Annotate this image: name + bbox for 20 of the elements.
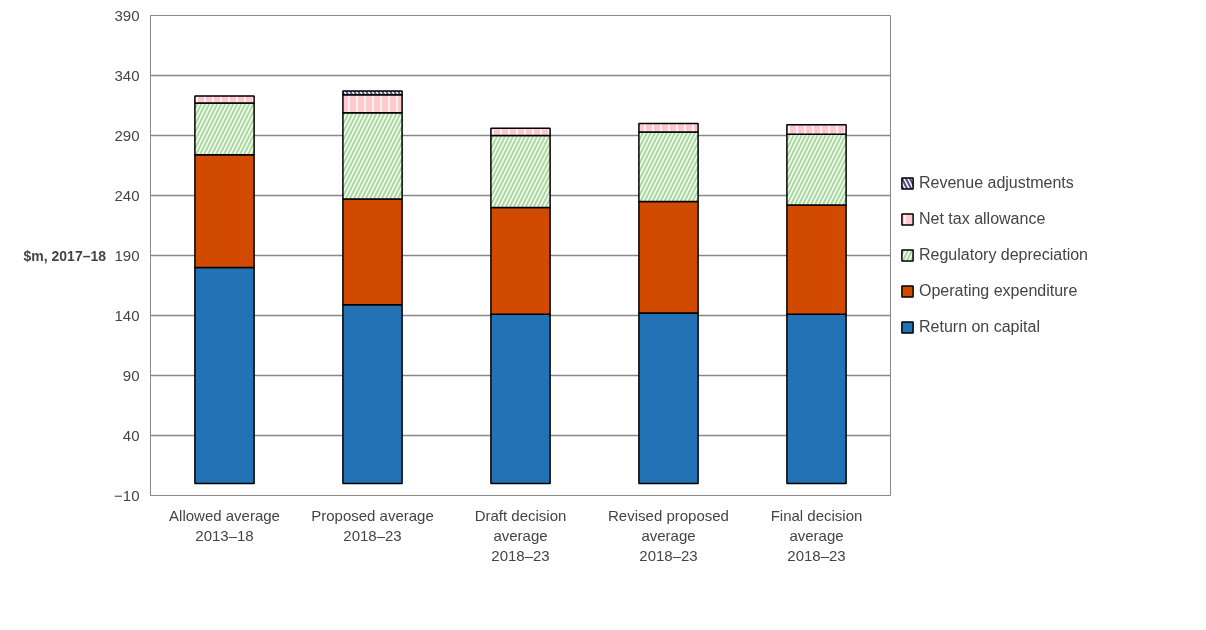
y-tick-label: 140: [114, 306, 140, 324]
y-tick-label: 290: [114, 126, 140, 144]
y-tick-label: 90: [122, 366, 140, 384]
y-tick-label: 240: [114, 186, 140, 204]
y-tick-label: 40: [122, 426, 140, 444]
legend-label: Net tax allowance: [919, 210, 1046, 228]
x-tick-label: Proposed average 2018–23: [311, 506, 434, 544]
legend-label: Return on capital: [919, 318, 1040, 336]
x-tick-label: Draft decision average 2018–23: [474, 506, 567, 565]
y-tick-label: 190: [114, 246, 140, 264]
x-tick-label: Revised proposed average 2018–23: [608, 506, 729, 565]
legend-label: Revenue adjustments: [919, 174, 1074, 192]
y-tick-label: 340: [114, 66, 140, 84]
y-tick-label: 390: [114, 6, 140, 24]
x-tick-label: Allowed average 2013–18: [169, 506, 280, 544]
x-tick-label: Final decision average 2018–23: [770, 506, 863, 565]
y-axis-title: $m, 2017–18: [23, 247, 107, 264]
legend-label: Operating expenditure: [919, 282, 1078, 300]
y-tick-label: −10: [114, 486, 140, 504]
legend-label: Regulatory depreciation: [919, 246, 1088, 264]
